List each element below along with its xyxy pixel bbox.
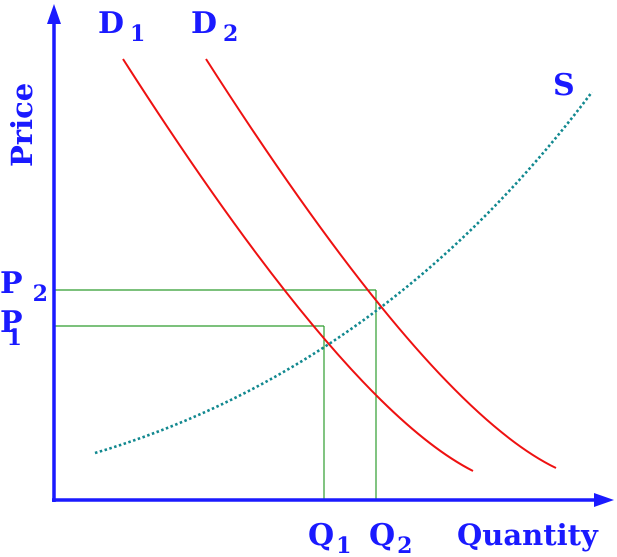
demand-curve-d1 xyxy=(122,58,474,472)
y-axis-arrowhead xyxy=(47,4,61,24)
supply-curve xyxy=(94,91,594,455)
q2-label: Q2 xyxy=(369,518,412,557)
x-axis-title: Quantity xyxy=(457,518,599,552)
y-axis-title: Price xyxy=(5,83,39,167)
s-label: S xyxy=(553,68,575,103)
demand-curve-d2 xyxy=(205,58,557,469)
p1-label: P1 xyxy=(0,305,23,351)
q1-label: Q1 xyxy=(308,518,351,557)
x-axis-arrowhead xyxy=(594,493,614,507)
